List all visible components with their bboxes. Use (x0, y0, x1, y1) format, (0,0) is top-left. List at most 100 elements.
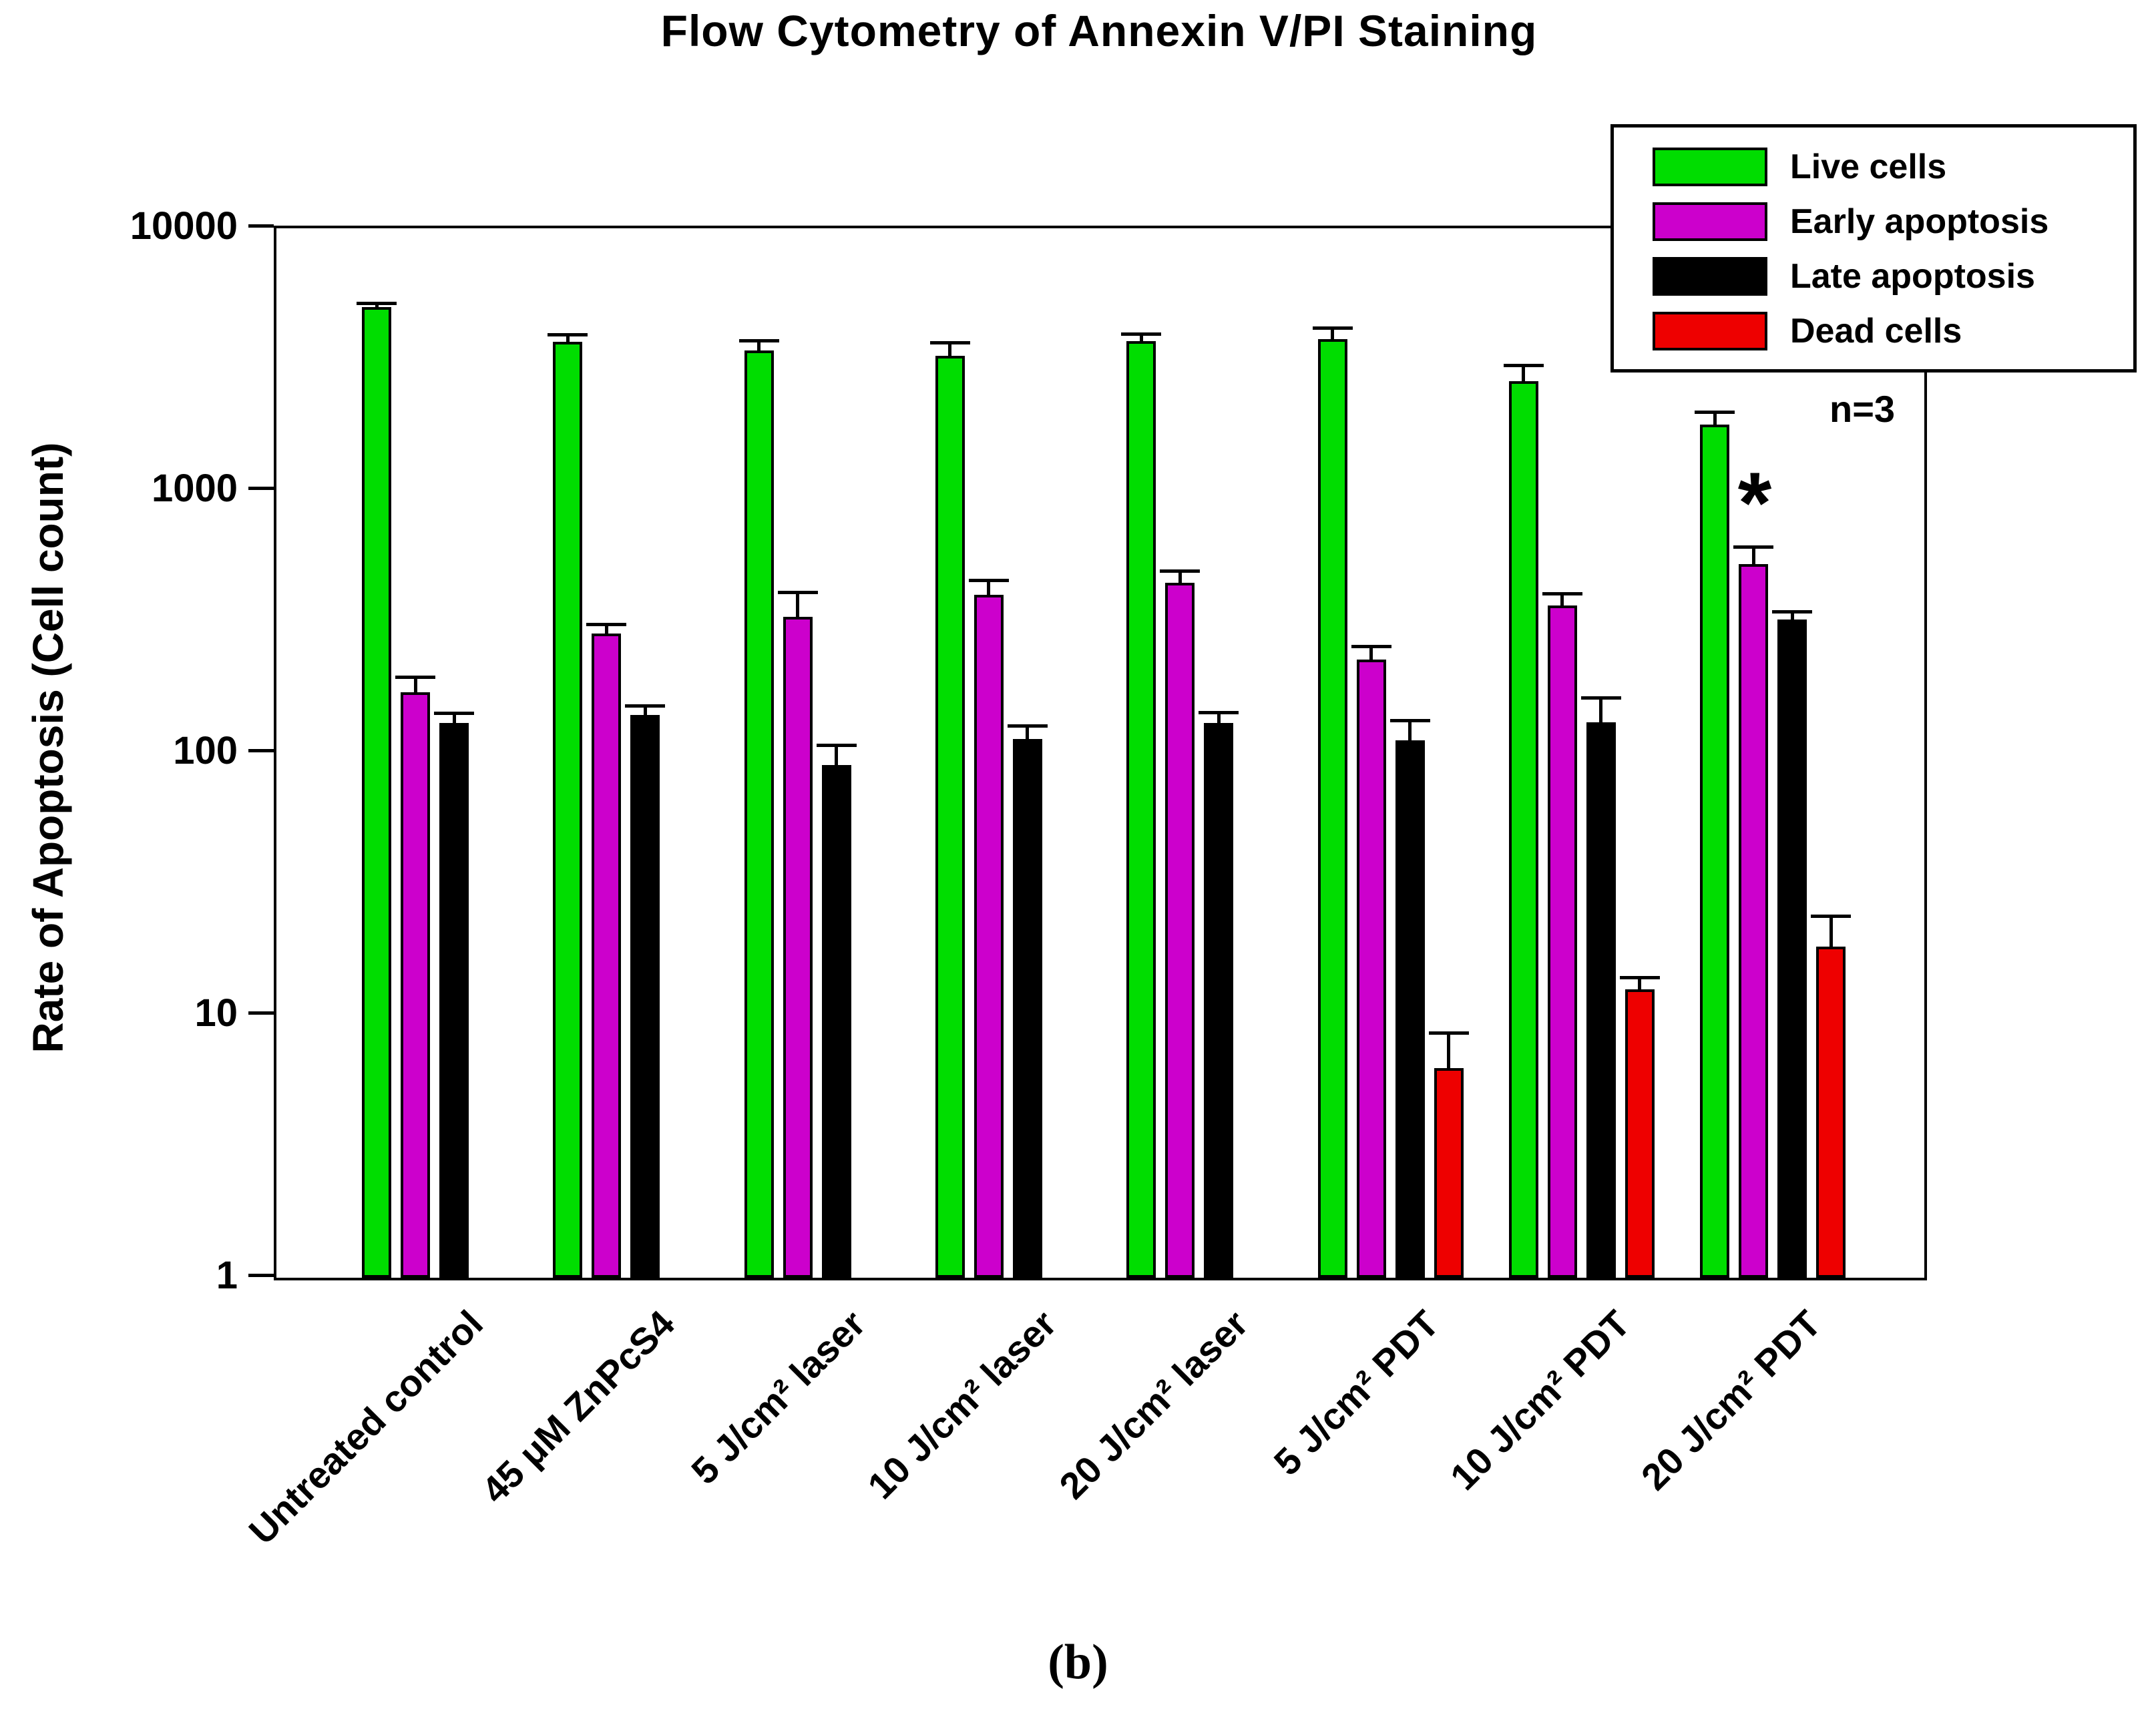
bar-live-cells-g2 (553, 341, 583, 1278)
error-cap-early-apoptosis-g8 (1733, 545, 1774, 549)
figure-caption: (b) (1048, 1635, 1108, 1690)
error-bar-early-apoptosis-g3 (796, 592, 800, 618)
error-bar-live-cells-g2 (566, 334, 570, 342)
error-cap-live-cells-g1 (357, 301, 397, 305)
y-tick-label-100: 100 (173, 729, 238, 772)
bar-late-apoptosis-g7 (1586, 722, 1616, 1278)
error-bar-early-apoptosis-g4 (987, 580, 991, 595)
bar-dead-cells-g6 (1434, 1067, 1464, 1278)
y-tick-label-1: 1 (216, 1254, 238, 1297)
error-bar-live-cells-g5 (1139, 333, 1143, 341)
legend-swatch-early-apoptosis (1653, 202, 1767, 241)
legend-item-dead-cells: Dead cells (1653, 309, 2120, 353)
bar-late-apoptosis-g5 (1204, 723, 1234, 1278)
bar-early-apoptosis-g1 (401, 692, 430, 1278)
error-bar-early-apoptosis-g2 (604, 624, 608, 634)
error-cap-early-apoptosis-g1 (395, 676, 435, 680)
legend-label-early-apoptosis: Early apoptosis (1790, 202, 2049, 241)
bar-early-apoptosis-g7 (1547, 605, 1577, 1278)
error-cap-dead-cells-g7 (1619, 975, 1660, 979)
legend-label-live-cells: Live cells (1790, 148, 1947, 186)
error-cap-late-apoptosis-g2 (625, 704, 666, 708)
bar-late-apoptosis-g1 (439, 723, 469, 1278)
error-cap-live-cells-g8 (1695, 410, 1735, 414)
error-bar-dead-cells-g6 (1447, 1032, 1450, 1068)
error-bar-early-apoptosis-g5 (1178, 571, 1182, 583)
x-tick-label-g1: Untreated control (240, 1302, 491, 1553)
error-cap-live-cells-g3 (738, 339, 779, 343)
error-bar-early-apoptosis-g7 (1560, 593, 1564, 605)
bar-late-apoptosis-g8 (1777, 619, 1807, 1278)
error-cap-early-apoptosis-g6 (1351, 645, 1391, 649)
bar-live-cells-g3 (744, 350, 774, 1278)
y-tick-label-10: 10 (194, 991, 238, 1035)
error-bar-live-cells-g4 (948, 342, 952, 356)
y-tick-label-10000: 10000 (130, 204, 238, 248)
error-bar-late-apoptosis-g6 (1408, 720, 1412, 740)
error-cap-early-apoptosis-g7 (1542, 592, 1582, 596)
error-cap-live-cells-g6 (1312, 326, 1353, 330)
error-cap-late-apoptosis-g6 (1389, 719, 1430, 723)
bar-late-apoptosis-g6 (1395, 740, 1425, 1278)
y-tick-100 (248, 749, 274, 752)
bar-early-apoptosis-g2 (592, 634, 622, 1278)
bar-live-cells-g6 (1317, 339, 1347, 1278)
error-bar-late-apoptosis-g4 (1026, 726, 1030, 740)
error-cap-late-apoptosis-g4 (1007, 724, 1048, 728)
error-bar-live-cells-g3 (757, 340, 761, 351)
error-cap-dead-cells-g6 (1428, 1031, 1469, 1035)
error-cap-live-cells-g7 (1503, 364, 1544, 368)
error-cap-early-apoptosis-g4 (968, 579, 1009, 583)
error-bar-early-apoptosis-g8 (1751, 547, 1755, 564)
bar-live-cells-g1 (362, 307, 391, 1278)
error-bar-dead-cells-g8 (1829, 915, 1833, 947)
bar-dead-cells-g8 (1816, 946, 1846, 1278)
bar-early-apoptosis-g5 (1165, 583, 1195, 1278)
error-cap-live-cells-g4 (929, 340, 970, 344)
error-cap-late-apoptosis-g5 (1199, 710, 1239, 714)
bar-early-apoptosis-g8 (1739, 563, 1769, 1278)
error-bar-late-apoptosis-g1 (452, 713, 456, 724)
x-tick-label-g6: 5 J/cm² PDT (1265, 1302, 1447, 1483)
bar-live-cells-g4 (935, 355, 965, 1278)
bar-early-apoptosis-g3 (783, 617, 813, 1278)
bar-dead-cells-g7 (1625, 989, 1655, 1278)
error-bar-late-apoptosis-g2 (643, 705, 647, 715)
bar-live-cells-g7 (1508, 381, 1538, 1278)
error-cap-late-apoptosis-g3 (816, 744, 857, 748)
bar-early-apoptosis-g4 (974, 595, 1004, 1278)
error-bar-live-cells-g7 (1522, 365, 1526, 381)
y-tick-10000 (248, 224, 274, 228)
legend-label-dead-cells: Dead cells (1790, 312, 1962, 350)
replicates-annotation: n=3 (1829, 388, 1896, 430)
legend: Live cells Early apoptosis Late apoptosis D… (1610, 124, 2137, 373)
error-cap-early-apoptosis-g2 (586, 622, 627, 626)
error-bar-live-cells-g6 (1331, 327, 1334, 340)
y-tick-1000 (248, 487, 274, 490)
legend-item-late-apoptosis: Late apoptosis (1653, 254, 2120, 298)
bar-live-cells-g8 (1700, 424, 1730, 1278)
error-bar-late-apoptosis-g3 (835, 745, 839, 765)
error-bar-late-apoptosis-g5 (1217, 712, 1221, 724)
legend-rows: Live cells Early apoptosis Late apoptosis D… (1653, 145, 2120, 353)
error-cap-late-apoptosis-g1 (434, 712, 474, 716)
significance-asterisk: * (1737, 454, 1772, 551)
error-bar-early-apoptosis-g1 (413, 677, 417, 693)
error-bar-live-cells-g8 (1713, 411, 1717, 425)
error-bar-late-apoptosis-g7 (1599, 697, 1603, 722)
legend-swatch-dead-cells (1653, 312, 1767, 350)
legend-item-early-apoptosis: Early apoptosis (1653, 200, 2120, 244)
bar-late-apoptosis-g4 (1012, 739, 1042, 1278)
x-tick-label-g8: 20 J/cm² PDT (1633, 1302, 1829, 1498)
error-cap-live-cells-g5 (1121, 332, 1162, 336)
error-cap-early-apoptosis-g5 (1160, 569, 1201, 573)
error-cap-late-apoptosis-g7 (1580, 696, 1621, 700)
plot-area (274, 226, 1927, 1280)
error-cap-early-apoptosis-g3 (777, 591, 818, 595)
error-bar-late-apoptosis-g8 (1790, 611, 1794, 620)
chart-title: Flow Cytometry of Annexin V/PI Staining (660, 6, 1538, 55)
x-tick-label-g4: 10 J/cm² laser (859, 1302, 1065, 1507)
error-cap-live-cells-g2 (548, 332, 588, 336)
y-tick-label-1000: 1000 (151, 467, 238, 510)
